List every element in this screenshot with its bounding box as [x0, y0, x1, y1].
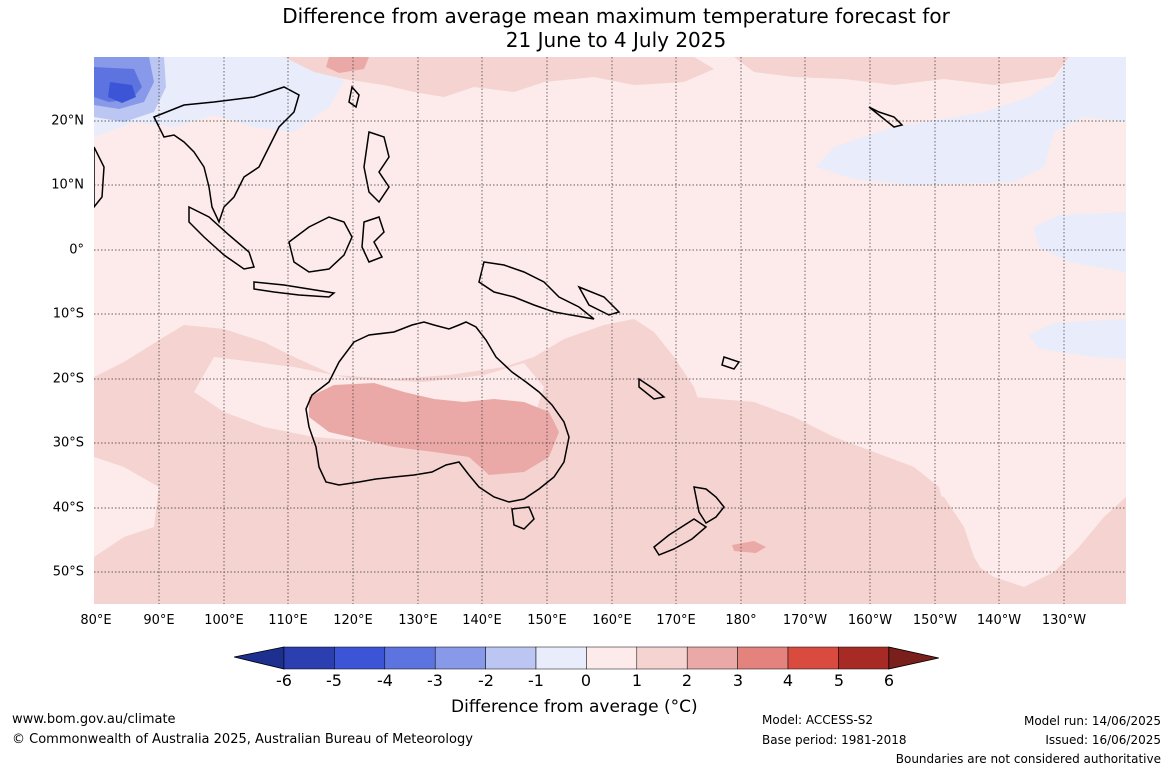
nz-north-coast: [693, 486, 725, 525]
cool-anomaly-equatorial-pacific: [1034, 212, 1126, 272]
cool-anomaly-tibet-5: [108, 82, 136, 103]
lon-label-130e: 130°E: [398, 613, 438, 628]
solomon-coast: [577, 285, 621, 316]
lon-label-170e: 170°E: [656, 613, 696, 628]
footer-base-period: Base period: 1981-2018: [762, 733, 907, 747]
lat-label-0: 0°: [69, 242, 84, 258]
lon-label-120e: 120°E: [333, 613, 373, 628]
warm-anomaly-north-east: [734, 57, 1069, 85]
india-coast: [94, 146, 105, 209]
lon-label-150w: 150°W: [912, 613, 958, 628]
colorbar-title: Difference from average (°C): [451, 697, 698, 717]
colorbar-segment: [384, 646, 436, 670]
lon-label-170w: 170°W: [782, 613, 828, 628]
footer-model: Model: ACCESS-S2: [762, 713, 874, 727]
lon-label-160e: 160°E: [592, 613, 632, 628]
colorbar-segment: [787, 646, 839, 670]
cb-tick: 3: [732, 671, 744, 690]
new-caledonia-coast: [638, 377, 666, 400]
philippines-coast: [363, 131, 390, 204]
hawaii-coast: [868, 106, 904, 128]
colorbar-extend-high: [888, 646, 939, 670]
cb-tick: 2: [681, 671, 693, 690]
temperature-anomaly-map: [94, 57, 1126, 604]
lon-label-160w: 160°W: [847, 613, 893, 628]
title-line-1: Difference from average mean maximum tem…: [282, 4, 950, 28]
lat-label-10s: 10°S: [52, 306, 84, 322]
colorbar-segment: [838, 646, 890, 670]
map-gridlines: [94, 57, 1126, 604]
colorbar-segment: [737, 646, 789, 670]
cool-anomaly-south-pacific: [1029, 319, 1126, 359]
colorbar-segments: [234, 646, 939, 670]
coastlines: [94, 85, 904, 556]
colorbar-segment: [686, 646, 738, 670]
warm-anomaly-north: [284, 57, 714, 97]
cb-tick: 5: [833, 671, 845, 690]
cb-tick: 4: [782, 671, 794, 690]
lat-label-40s: 40°S: [52, 500, 84, 516]
lon-label-110e: 110°E: [268, 613, 308, 628]
cb-tick: 1: [631, 671, 643, 690]
lon-label-90e: 90°E: [143, 613, 175, 628]
cb-tick: -5: [326, 671, 342, 690]
footer-model-run: Model run: 14/06/2025: [1023, 714, 1161, 728]
lon-label-130w: 130°W: [1041, 613, 1087, 628]
colorbar-segment: [283, 646, 335, 670]
sumatra-coast: [188, 205, 255, 270]
colorbar-segment: [535, 646, 587, 670]
cb-tick: 0: [580, 671, 592, 690]
footer-disclaimer: Boundaries are not considered authoritat…: [895, 752, 1161, 766]
colorbar-segment: [485, 646, 537, 670]
java-coast: [253, 281, 336, 298]
colorbar-segment: [586, 646, 638, 670]
cb-tick: 6: [883, 671, 895, 690]
australia-coast: [305, 321, 570, 503]
colorbar: [234, 646, 939, 670]
colorbar-segment: [636, 646, 688, 670]
warm-anomaly-north-small: [326, 57, 369, 73]
colorbar-segment: [434, 646, 486, 670]
cb-tick: -1: [528, 671, 544, 690]
cb-tick: -2: [478, 671, 494, 690]
warm-anomaly-pacific-east: [694, 397, 1126, 604]
sulawesi-coast: [361, 216, 385, 263]
lat-label-20s: 20°S: [52, 371, 84, 387]
lon-label-140e: 140°E: [462, 613, 502, 628]
warm-anomaly-australia: [309, 383, 559, 475]
footer-issued: Issued: 16/06/2025: [1045, 733, 1161, 747]
colorbar-extend-low: [234, 646, 285, 670]
title-line-2: 21 June to 4 July 2025: [505, 28, 727, 52]
lat-label-10n: 10°N: [51, 177, 84, 193]
warm-anomaly-nz: [732, 541, 766, 553]
lat-label-30s: 30°S: [52, 435, 84, 451]
map-title: Difference from average mean maximum tem…: [0, 4, 1173, 52]
lon-label-180: 180°: [725, 613, 757, 628]
cool-anomaly-north-pacific: [816, 57, 1126, 185]
nz-south-coast: [653, 518, 708, 556]
tasmania-coast: [511, 506, 535, 530]
cb-tick: -4: [377, 671, 393, 690]
lon-label-100e: 100°E: [204, 613, 244, 628]
cb-tick: -6: [276, 671, 292, 690]
colorbar-segment: [334, 646, 386, 670]
lat-label-20n: 20°N: [51, 113, 84, 129]
se-asia-coast: [152, 86, 300, 225]
cb-tick: -3: [427, 671, 443, 690]
taiwan-coast: [348, 85, 360, 109]
footer-copyright: © Commonwealth of Australia 2025, Austra…: [12, 732, 473, 747]
footer-url[interactable]: www.bom.gov.au/climate: [12, 712, 176, 727]
new-guinea-coast: [478, 261, 595, 320]
fiji-coast: [721, 356, 741, 370]
lat-label-50s: 50°S: [52, 564, 84, 580]
lon-label-150e: 150°E: [527, 613, 567, 628]
borneo-coast: [288, 216, 353, 273]
lon-label-80e: 80°E: [80, 613, 112, 628]
lon-label-140w: 140°W: [976, 613, 1022, 628]
